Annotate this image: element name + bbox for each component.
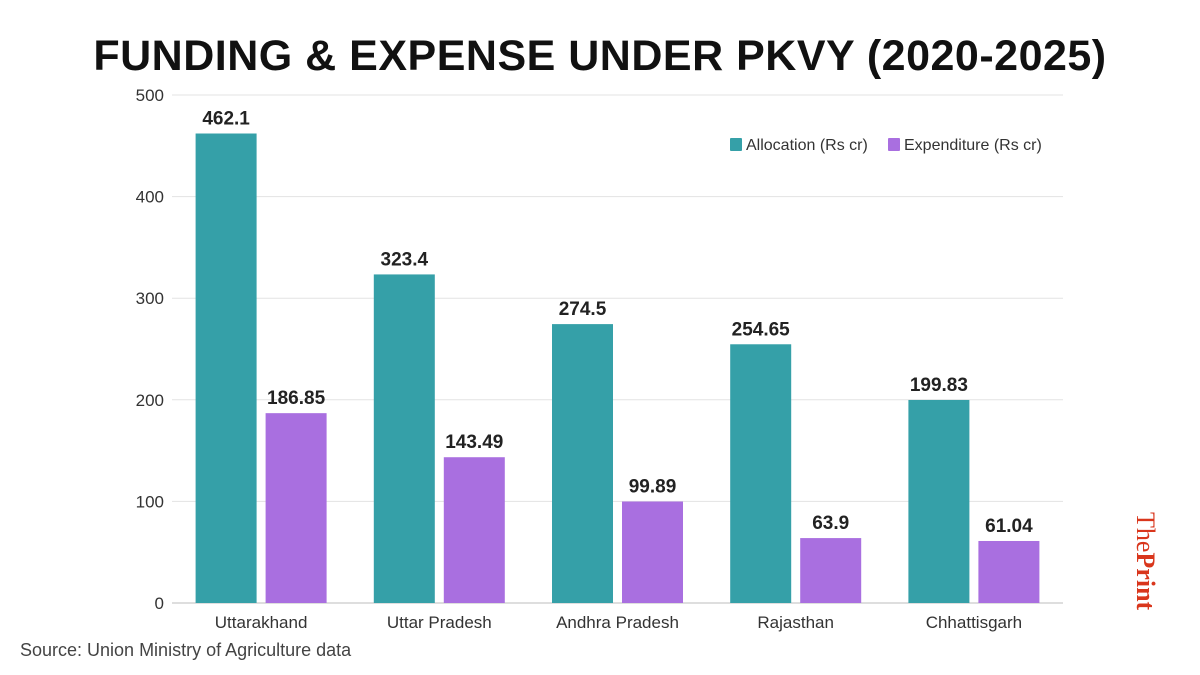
allocation-bar xyxy=(552,324,613,603)
expenditure-value-label: 143.49 xyxy=(445,432,503,453)
allocation-bar xyxy=(373,274,435,603)
allocation-value-label: 274.5 xyxy=(559,299,607,320)
x-tick-label: Andhra Pradesh xyxy=(556,613,679,632)
y-tick-label: 400 xyxy=(136,188,164,207)
legend: Allocation (Rs cr) Expenditure (Rs cr) xyxy=(730,137,1042,154)
allocation-value-label: 323.4 xyxy=(381,249,429,270)
allocation-bar xyxy=(908,399,970,603)
expenditure-value-label: 61.04 xyxy=(985,516,1033,537)
logo-the: The xyxy=(1131,512,1160,553)
expenditure-bar xyxy=(443,457,505,603)
expenditure-bar xyxy=(265,413,327,603)
x-tick-label: Chhattisgarh xyxy=(926,613,1022,632)
value-labels: 462.1 186.85 323.4 143.49 274.5 99.89 254.65 63… xyxy=(202,109,1033,537)
allocation-bar xyxy=(195,133,257,603)
legend-label: Allocation (Rs cr) xyxy=(746,137,868,154)
logo-print: Print xyxy=(1131,552,1160,611)
expenditure-bar xyxy=(800,538,862,603)
source-note: Source: Union Ministry of Agriculture da… xyxy=(20,640,352,660)
y-axis-ticks: 0 100 200 300 400 500 xyxy=(136,86,164,613)
legend-swatch xyxy=(888,138,900,151)
bars xyxy=(195,133,1040,603)
x-axis-ticks: Uttarakhand Uttar Pradesh Andhra Pradesh Ra… xyxy=(215,613,1022,632)
expenditure-value-label: 186.85 xyxy=(267,388,326,409)
y-tick-label: 0 xyxy=(155,594,164,613)
x-tick-label: Rajasthan xyxy=(757,613,834,632)
chart-title: FUNDING & EXPENSE UNDER PKVY (2020-2025) xyxy=(93,32,1107,80)
x-tick-label: Uttar Pradesh xyxy=(387,613,492,632)
legend-label: Expenditure (Rs cr) xyxy=(904,137,1042,154)
y-tick-label: 100 xyxy=(136,492,164,511)
allocation-bar xyxy=(730,344,792,603)
expenditure-bar xyxy=(622,501,683,603)
expenditure-value-label: 63.9 xyxy=(812,513,849,534)
expenditure-value-label: 99.89 xyxy=(629,477,677,498)
y-tick-label: 200 xyxy=(136,391,164,410)
allocation-value-label: 254.65 xyxy=(732,319,791,340)
x-tick-label: Uttarakhand xyxy=(215,613,308,632)
allocation-value-label: 199.83 xyxy=(910,375,968,396)
theprint-logo: ThePrint xyxy=(1131,512,1160,611)
allocation-value-label: 462.1 xyxy=(202,109,250,130)
y-tick-label: 500 xyxy=(136,86,164,105)
legend-swatch xyxy=(730,138,742,151)
y-tick-label: 300 xyxy=(136,289,164,308)
expenditure-bar xyxy=(978,540,1040,603)
